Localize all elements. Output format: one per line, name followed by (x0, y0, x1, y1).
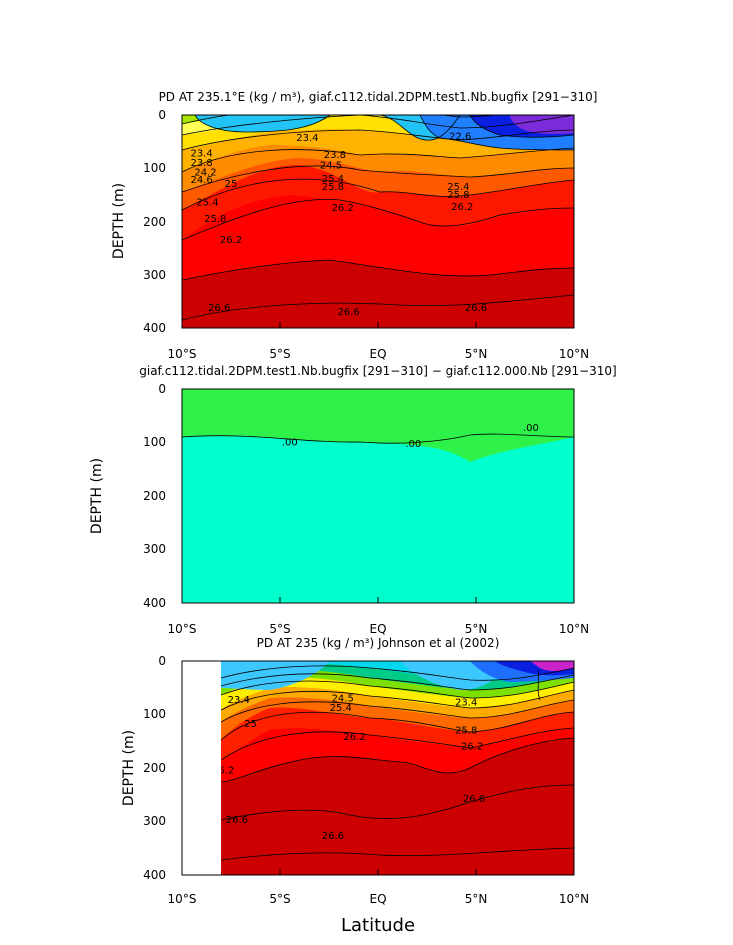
figure-xlabel: Latitude (341, 915, 415, 936)
contour-label: 24.5 (332, 694, 354, 705)
contour-label: 26.6 (208, 303, 230, 314)
panel-2: giaf.c112.tidal.2DPM.test1.Nb.bugfix [29… (89, 364, 617, 636)
panel-1-ytick: 200 (143, 215, 166, 229)
panel-3-xtick: 10°N (559, 892, 589, 906)
panel-2-xtick: 10°N (559, 622, 589, 636)
panel-2-xtick: 5°N (465, 622, 488, 636)
panel-1-xticks: 10°S 5°S EQ 5°N 10°N (168, 322, 589, 361)
panel-1-ylabel: DEPTH (m) (111, 183, 127, 259)
contour-label: 25 (225, 179, 238, 190)
panel-1-title: PD AT 235.1°E (kg / m³), giaf.c112.tidal… (159, 90, 598, 104)
panel-3-xtick: 5°N (465, 892, 488, 906)
panel-2-xtick: EQ (369, 622, 386, 636)
panel-1-ytick: 400 (143, 321, 166, 335)
contour-label: 25.4 (322, 174, 344, 185)
contour-label: 23.4 (296, 133, 318, 144)
contour-label: .00 (405, 439, 421, 450)
contour-label: .00 (282, 438, 298, 449)
panel-1-field: 23.4 22.623.423.824.224.6 2525.425.826.223… (182, 115, 574, 328)
panel-1-xtick: EQ (369, 347, 386, 361)
panel-3-field: 23.4 25 26.2 26.6 26.6 26.6 26.2 23.4 25.8 26.2 24… (212, 661, 574, 875)
panel-2-ytick: 0 (158, 382, 166, 396)
panel-3-axes: 10°S 5°S EQ 5°N 10°N 0 100 200 300 400 D… (121, 654, 589, 906)
panel-2-ytick: 100 (143, 435, 166, 449)
contour-label: 25.4 (447, 182, 469, 193)
panel-1-contour-labels: 23.4 22.623.423.824.224.6 2525.425.826.223… (190, 131, 487, 318)
contour-label: 23.8 (190, 158, 212, 169)
contour-label: 23.4 (228, 695, 250, 706)
panel-3-contours (221, 665, 574, 861)
contour-label: 26.2 (451, 202, 473, 213)
panel-3-ytick: 100 (143, 707, 166, 721)
panel-3-ytick: 0 (158, 654, 166, 668)
panel-1-xtick: 10°N (559, 347, 589, 361)
contour-label: 24.6 (190, 175, 212, 186)
contour-label: 26.2 (212, 766, 234, 777)
contour-label: 23.4 (455, 698, 477, 709)
panel-2-contour-labels: .00 .00 .00 (282, 423, 539, 450)
panel-3-title: PD AT 235 (kg / m³) Johnson et al (2002) (257, 636, 500, 650)
contour-label: 24.2 (194, 168, 216, 179)
contour-label: 25.8 (322, 182, 344, 193)
contour-label: 23.4 (190, 148, 212, 159)
contour-label: 26.2 (332, 203, 354, 214)
contour-label: 26.6 (322, 831, 344, 842)
panel-2-ytick: 400 (143, 596, 166, 610)
panel-2-title: giaf.c112.tidal.2DPM.test1.Nb.bugfix [29… (139, 364, 617, 378)
contour-label: 22.6 (449, 131, 471, 142)
panel-3-contour-labels: 23.4 25 26.2 26.6 26.6 26.6 26.2 23.4 25.8 26.2 24… (212, 694, 485, 842)
contour-label: 26.6 (463, 794, 485, 805)
panel-3-xtick: 10°S (168, 892, 197, 906)
panel-1-ytick: 0 (158, 108, 166, 122)
panel-1-yticks: 0 100 200 300 400 (143, 108, 166, 335)
panel-2-xtick: 5°S (269, 622, 290, 636)
panel-1-ytick: 100 (143, 161, 166, 175)
contour-label: 26.6 (226, 815, 248, 826)
panel-2-ytick: 300 (143, 542, 166, 556)
panel-2-axes: 10°S 5°S EQ 5°N 10°N 0 100 200 300 400 D… (89, 382, 589, 636)
panel-3-ytick: 400 (143, 868, 166, 882)
panel-1-contours (182, 115, 574, 321)
contour-label: 26.2 (220, 235, 242, 246)
contour-label: 26.6 (465, 303, 487, 314)
contour-label: 26.2 (343, 732, 365, 743)
contour-label: 25.4 (196, 197, 218, 208)
contour-label: 25.4 (330, 703, 352, 714)
panel-3-xtick: 5°S (269, 892, 290, 906)
panel-1-xtick: 5°S (269, 347, 290, 361)
panel-3: PD AT 235 (kg / m³) Johnson et al (2002) (121, 636, 589, 906)
contour-label: 24.5 (320, 161, 342, 172)
contour-label: 25.8 (204, 214, 226, 225)
contour-label: 25 (244, 719, 257, 730)
contour-label: .00 (523, 423, 539, 434)
panel-2-ylabel: DEPTH (m) (89, 458, 105, 534)
panel-3-ytick: 300 (143, 814, 166, 828)
panel-2-field: .00 .00 .00 (182, 389, 574, 603)
panel-1-axes: 10°S 5°S EQ 5°N 10°N 0 100 200 300 400 D… (111, 108, 589, 361)
panel-3-ytick: 200 (143, 761, 166, 775)
panel-2-xtick: 10°S (168, 622, 197, 636)
panel-1-xtick: 10°S (168, 347, 197, 361)
contour-label: 23.8 (324, 150, 346, 161)
contour-label: 25.8 (455, 726, 477, 737)
panel-1-xtick: 5°N (465, 347, 488, 361)
panel-2-ytick: 200 (143, 489, 166, 503)
panel-1: PD AT 235.1°E (kg / m³), giaf.c112.tidal… (111, 90, 598, 361)
panel-3-ylabel: DEPTH (m) (121, 730, 137, 806)
contour-label: 26.6 (337, 307, 359, 318)
contour-label: 26.2 (461, 742, 483, 753)
contour-label: 25.8 (447, 190, 469, 201)
panel-1-ytick: 300 (143, 268, 166, 282)
panel-2-zero-contour (182, 433, 574, 444)
panel-3-xtick: EQ (369, 892, 386, 906)
